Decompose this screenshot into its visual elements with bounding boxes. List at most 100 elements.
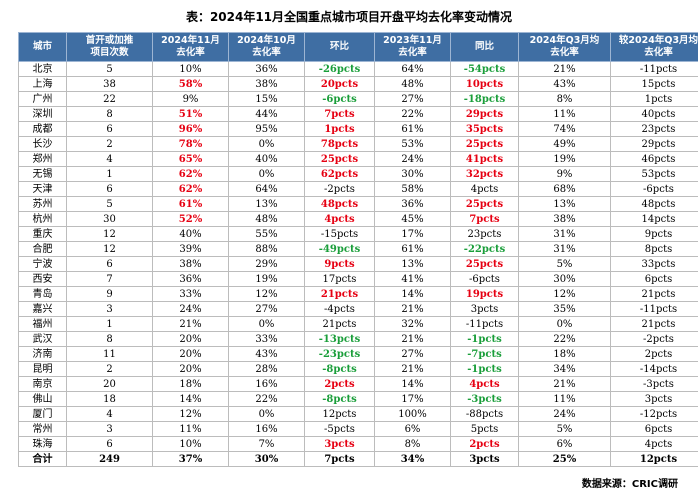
cell-vq3: 4pcts: [610, 436, 698, 452]
table-row: 天津 6 62% 64% -2pcts 58% 4pcts 68% -6pcts: [18, 181, 698, 197]
cell-yoy: -54pcts: [450, 61, 519, 77]
cell-vq3: -14pcts: [610, 361, 698, 377]
cell-count: 2: [66, 136, 153, 152]
cell-vq3: 21pcts: [610, 316, 698, 332]
cell-nov: 58%: [152, 76, 229, 92]
cell-q3: 43%: [518, 76, 611, 92]
cell-q3: 34%: [518, 361, 611, 377]
cell-nov23: 61%: [374, 121, 451, 137]
cell-q3: 18%: [518, 346, 611, 362]
cell-yoy: 4pcts: [450, 376, 519, 392]
cell-mom: 78pcts: [304, 136, 375, 152]
cell-nov23: 58%: [374, 181, 451, 197]
cell-q3: 35%: [518, 301, 611, 317]
cell-nov23: 21%: [374, 361, 451, 377]
cell-mom: 2pcts: [304, 376, 375, 392]
cell-yoy: 19pcts: [450, 286, 519, 302]
cell-nov: 62%: [152, 166, 229, 182]
cell-city: 深圳: [18, 106, 67, 122]
table-row: 无锡 1 62% 0% 62pcts 30% 32pcts 9% 53pcts: [18, 166, 698, 182]
cell-mom: 48pcts: [304, 196, 375, 212]
table-title: 表：2024年11月全国重点城市项目开盘平均去化率变动情况: [185, 10, 513, 24]
cell-mom: 62pcts: [304, 166, 375, 182]
cell-nov: 61%: [152, 196, 229, 212]
cell-mom: -2pcts: [304, 181, 375, 197]
cell-vq3: 23pcts: [610, 121, 698, 137]
cell-nov23: 64%: [374, 61, 451, 77]
cell-yoy: 32pcts: [450, 166, 519, 182]
cell-mom: -4pcts: [304, 301, 375, 317]
cell-count: 3: [66, 301, 153, 317]
cell-mom: -6pcts: [304, 91, 375, 107]
table-row: 合肥 12 39% 88% -49pcts 61% -22pcts 31% 8pcts: [18, 241, 698, 257]
table-row: 嘉兴 3 24% 27% -4pcts 21% 3pcts 35% -11pcts: [18, 301, 698, 317]
cell-q3: 38%: [518, 211, 611, 227]
column-header: 2024年11月 去化率: [152, 32, 229, 62]
cell-count: 6: [66, 436, 153, 452]
cell-vq3: -6pcts: [610, 181, 698, 197]
cell-count: 4: [66, 406, 153, 422]
cell-oct: 40%: [228, 151, 305, 167]
cell-yoy: -11pcts: [450, 316, 519, 332]
cell-city: 青岛: [18, 286, 67, 302]
table-row: 上海 38 58% 38% 20pcts 48% 10pcts 43% 15pcts: [18, 76, 698, 92]
cell-yoy: 3pcts: [450, 301, 519, 317]
cell-nov: 96%: [152, 121, 229, 137]
cell-nov: 11%: [152, 421, 229, 437]
cell-yoy: 25pcts: [450, 196, 519, 212]
table-row: 福州 1 21% 0% 21pcts 32% -11pcts 0% 21pcts: [18, 316, 698, 332]
cell-nov23: 36%: [374, 196, 451, 212]
cell-yoy: -7pcts: [450, 346, 519, 362]
cell-yoy: 25pcts: [450, 256, 519, 272]
table-row: 成都 6 96% 95% 1pcts 61% 35pcts 74% 23pcts: [18, 121, 698, 137]
cell-yoy: 4pcts: [450, 181, 519, 197]
cell-q3: 21%: [518, 376, 611, 392]
cell-oct: 48%: [228, 211, 305, 227]
cell-mom: 9pcts: [304, 256, 375, 272]
table-row: 郑州 4 65% 40% 25pcts 24% 41pcts 19% 46pcts: [18, 151, 698, 167]
cell-yoy: 41pcts: [450, 151, 519, 167]
total-row: 合计 249 37% 30% 7pcts 34% 3pcts 25% 12pcts: [18, 451, 698, 467]
cell-oct: 88%: [228, 241, 305, 257]
cell-q3: 11%: [518, 106, 611, 122]
cell-nov: 21%: [152, 316, 229, 332]
cell-q3: 0%: [518, 316, 611, 332]
cell-yoy: -1pcts: [450, 361, 519, 377]
cell-nov: 36%: [152, 271, 229, 287]
cell-oct: 16%: [228, 376, 305, 392]
cell-mom: 12pcts: [304, 406, 375, 422]
cell-nov23: 14%: [374, 376, 451, 392]
cell-oct: 27%: [228, 301, 305, 317]
cell-nov23: 21%: [374, 331, 451, 347]
cell-nov23: 34%: [374, 451, 451, 467]
cell-city: 北京: [18, 61, 67, 77]
cell-oct: 44%: [228, 106, 305, 122]
cell-count: 7: [66, 271, 153, 287]
header-row: 城市 首开或加推 项目次数 2024年11月 去化率 2024年10月 去化率 环比 2023年…: [18, 32, 698, 62]
cell-count: 30: [66, 211, 153, 227]
cell-nov23: 17%: [374, 226, 451, 242]
cell-nov23: 13%: [374, 256, 451, 272]
cell-nov: 20%: [152, 346, 229, 362]
cell-city: 嘉兴: [18, 301, 67, 317]
cell-count: 8: [66, 106, 153, 122]
table-row: 珠海 6 10% 7% 3pcts 8% 2pcts 6% 4pcts: [18, 436, 698, 452]
cell-vq3: 15pcts: [610, 76, 698, 92]
cell-oct: 19%: [228, 271, 305, 287]
cell-yoy: -18pcts: [450, 91, 519, 107]
cell-yoy: 3pcts: [450, 451, 519, 467]
cell-count: 8: [66, 331, 153, 347]
cell-nov: 52%: [152, 211, 229, 227]
cell-yoy: 29pcts: [450, 106, 519, 122]
cell-nov: 62%: [152, 181, 229, 197]
table-row: 常州 3 11% 16% -5pcts 6% 5pcts 5% 6pcts: [18, 421, 698, 437]
table-row: 青岛 9 33% 12% 21pcts 14% 19pcts 12% 21pcts: [18, 286, 698, 302]
cell-oct: 36%: [228, 61, 305, 77]
table-row: 济南 11 20% 43% -23pcts 27% -7pcts 18% 2pcts: [18, 346, 698, 362]
cell-vq3: -2pcts: [610, 331, 698, 347]
cell-vq3: 8pcts: [610, 241, 698, 257]
cell-vq3: 9pcts: [610, 226, 698, 242]
cell-vq3: 33pcts: [610, 256, 698, 272]
cell-q3: 8%: [518, 91, 611, 107]
cell-q3: 13%: [518, 196, 611, 212]
